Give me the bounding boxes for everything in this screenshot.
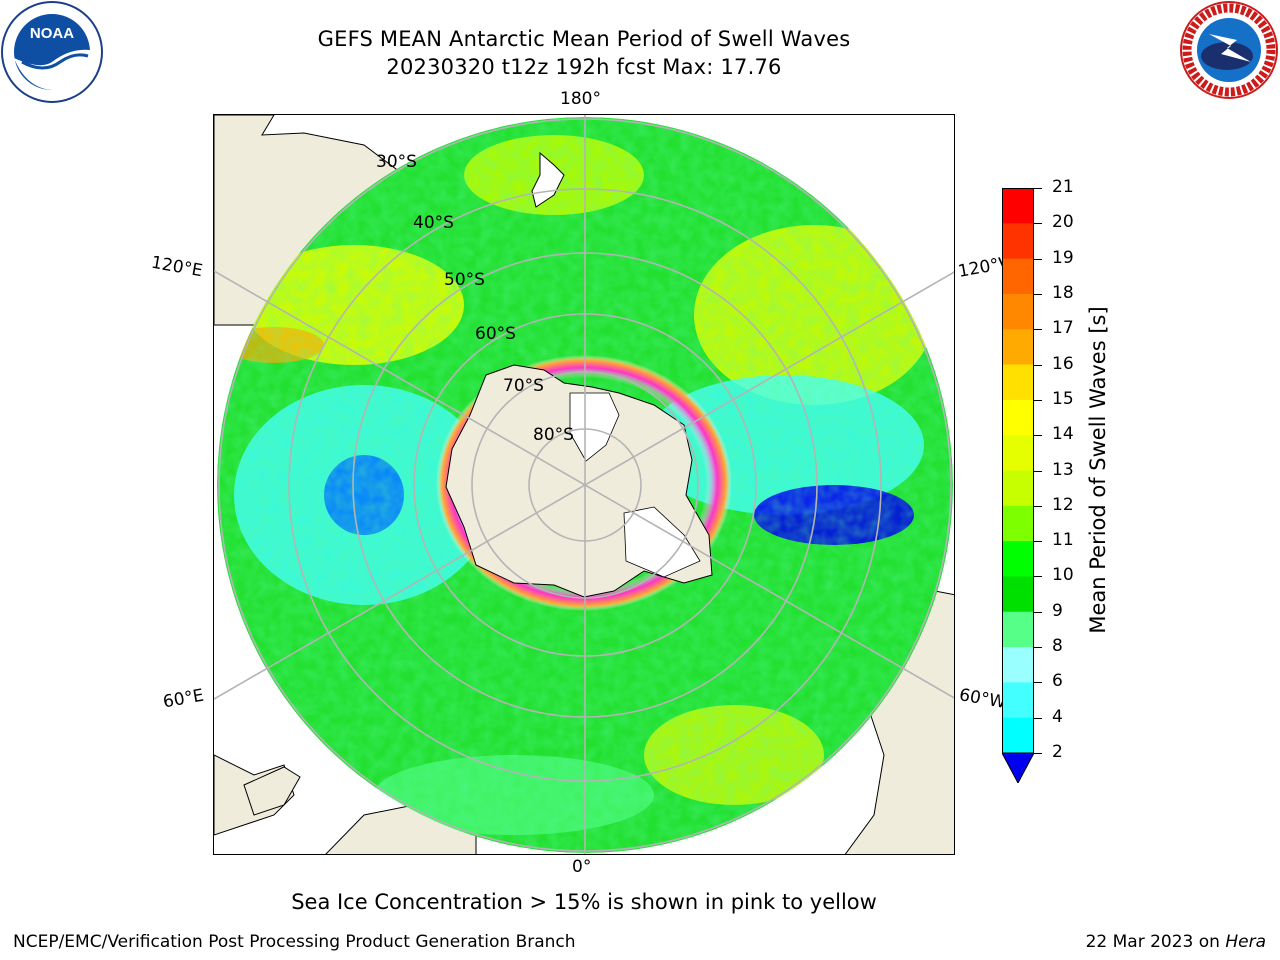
colorbar-tick-label: 20 <box>1052 212 1074 233</box>
colorbar-tick-label: 19 <box>1052 247 1074 268</box>
colorbar-band <box>1002 505 1034 542</box>
colorbar-band <box>1002 647 1034 683</box>
colorbar-tick-label: 13 <box>1052 459 1074 480</box>
colorbar-tick-label: 12 <box>1052 494 1074 515</box>
ross-ice-shelf <box>569 392 620 462</box>
footer-date: 22 Mar 2023 on Hera <box>1086 932 1266 952</box>
lon-label-0: 0° <box>572 857 592 877</box>
colorbar <box>1002 188 1034 783</box>
colorbar-band <box>1002 435 1034 471</box>
colorbar-label: Mean Period of Swell Waves [s] <box>1086 306 1110 634</box>
lat-label-80s: 80°S <box>533 425 574 445</box>
colorbar-tick-mark <box>1034 717 1042 719</box>
colorbar-tick-mark <box>1034 258 1042 260</box>
colorbar-band <box>1002 223 1034 260</box>
colorbar-band <box>1002 576 1034 613</box>
colorbar-band <box>1002 399 1034 436</box>
colorbar-band <box>1002 682 1034 719</box>
colorbar-band <box>1002 717 1034 754</box>
lon-label-120e: 120°E <box>149 252 205 282</box>
new-zealand-land <box>531 151 565 208</box>
colorbar-tick-label: 17 <box>1052 318 1074 339</box>
colorbar-band <box>1002 188 1034 224</box>
colorbar-tick-label: 16 <box>1052 353 1074 374</box>
colorbar-tick-label: 10 <box>1052 565 1074 586</box>
colorbar-tick-mark <box>1034 647 1042 649</box>
polar-map: 30°S 40°S 50°S 60°S 70°S 80°S <box>213 114 955 855</box>
lat-label-40s: 40°S <box>413 213 454 233</box>
colorbar-tick-label: 15 <box>1052 388 1074 409</box>
colorbar-band <box>1002 293 1034 330</box>
weddell-ice-shelf <box>623 506 701 578</box>
lat-label-50s: 50°S <box>444 270 485 290</box>
colorbar-outline <box>1002 188 1034 754</box>
madagascar-land <box>243 766 301 816</box>
colorbar-tick-label: 9 <box>1052 600 1063 621</box>
colorbar-tick-label: 8 <box>1052 636 1063 657</box>
colorbar-band <box>1002 470 1034 507</box>
colorbar-tick-label: 4 <box>1052 706 1063 727</box>
colorbar-band <box>1002 329 1034 366</box>
colorbar-tick-label: 11 <box>1052 530 1074 551</box>
colorbar-tick-label: 2 <box>1052 742 1063 762</box>
chart-subtitle: 20230320 t12z 192h fcst Max: 17.76 <box>386 55 782 79</box>
noaa-logo-icon: NOAA <box>1 1 103 103</box>
colorbar-tick-label: 6 <box>1052 671 1063 692</box>
lat-label-30s: 30°S <box>376 152 417 172</box>
lon-label-60w: 60°W <box>957 685 1008 713</box>
svg-text:NOAA: NOAA <box>30 25 74 42</box>
colorbar-tick-mark <box>1034 293 1042 295</box>
colorbar-band <box>1002 364 1034 401</box>
colorbar-tick-mark <box>1034 576 1042 578</box>
colorbar-band <box>1002 258 1034 295</box>
colorbar-tick-label: 18 <box>1052 282 1074 303</box>
colorbar-tick-mark <box>1034 364 1042 366</box>
colorbar-band <box>1002 541 1034 577</box>
colorbar-tick-mark <box>1034 223 1042 225</box>
footer-machine: Hera <box>1225 932 1266 952</box>
graticule <box>214 115 954 854</box>
colorbar-band <box>1002 611 1034 648</box>
colorbar-tick-mark <box>1034 541 1042 543</box>
lat-label-70s: 70°S <box>503 376 544 396</box>
colorbar-tick-mark <box>1034 611 1042 613</box>
colorbar-tick-mark <box>1034 682 1042 684</box>
colorbar-tick-mark <box>1034 435 1042 437</box>
footer-credit: NCEP/EMC/Verification Post Processing Pr… <box>13 932 576 952</box>
chart-title: GEFS MEAN Antarctic Mean Period of Swell… <box>317 27 851 51</box>
colorbar-tick-mark <box>1034 505 1042 507</box>
map-canvas <box>214 115 954 854</box>
colorbar-tick-mark <box>1034 470 1042 472</box>
footer-date-text: 22 Mar 2023 on <box>1085 932 1226 952</box>
lon-label-60e: 60°E <box>161 685 206 713</box>
nws-logo-icon <box>1180 1 1278 99</box>
sea-ice-caption: Sea Ice Concentration > 15% is shown in … <box>291 890 877 914</box>
lat-label-60s: 60°S <box>475 324 516 344</box>
lon-label-180: 180° <box>560 89 601 109</box>
colorbar-tick-mark <box>1034 329 1042 331</box>
colorbar-extend-arrow <box>1002 752 1034 783</box>
colorbar-tick-label: 21 <box>1052 177 1074 197</box>
colorbar-tick-mark <box>1034 188 1042 189</box>
colorbar-tick-label: 14 <box>1052 424 1074 445</box>
colorbar-tick-mark <box>1034 753 1042 754</box>
colorbar-tick-mark <box>1034 399 1042 401</box>
